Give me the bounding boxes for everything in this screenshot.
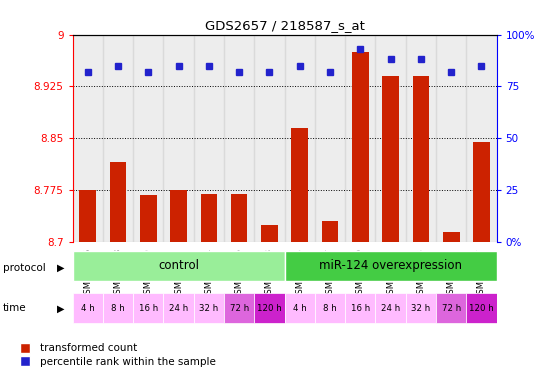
Bar [473, 142, 490, 242]
Text: protocol: protocol [3, 263, 46, 273]
Bar [79, 190, 96, 242]
Text: ▶: ▶ [56, 263, 64, 273]
Text: 72 h: 72 h [441, 304, 461, 313]
Bar [436, 35, 466, 242]
Legend: transformed count, percentile rank within the sample: transformed count, percentile rank withi… [11, 339, 220, 371]
FancyBboxPatch shape [345, 293, 376, 323]
Bar [200, 194, 217, 242]
FancyBboxPatch shape [376, 293, 406, 323]
Text: ▶: ▶ [56, 303, 64, 313]
Bar [376, 35, 406, 242]
Text: control: control [158, 260, 199, 272]
Text: 32 h: 32 h [411, 304, 431, 313]
Bar [412, 76, 429, 242]
FancyBboxPatch shape [315, 293, 345, 323]
Bar [133, 35, 163, 242]
FancyBboxPatch shape [194, 293, 224, 323]
Text: 32 h: 32 h [199, 304, 219, 313]
Bar [285, 35, 315, 242]
Bar [321, 221, 338, 242]
Text: 4 h: 4 h [293, 304, 306, 313]
Text: 120 h: 120 h [257, 304, 282, 313]
Bar [224, 35, 254, 242]
Bar [443, 232, 460, 242]
FancyBboxPatch shape [436, 293, 466, 323]
Bar [406, 35, 436, 242]
Bar [315, 35, 345, 242]
FancyBboxPatch shape [73, 293, 103, 323]
Text: 16 h: 16 h [138, 304, 158, 313]
Bar [466, 35, 497, 242]
Bar [231, 194, 247, 242]
Bar [254, 35, 285, 242]
Text: miR-124 overexpression: miR-124 overexpression [319, 260, 462, 272]
FancyBboxPatch shape [285, 251, 497, 281]
Bar [103, 35, 133, 242]
Bar [109, 162, 126, 242]
Text: 8 h: 8 h [323, 304, 337, 313]
Bar [163, 35, 194, 242]
Title: GDS2657 / 218587_s_at: GDS2657 / 218587_s_at [205, 19, 364, 32]
Text: 24 h: 24 h [169, 304, 188, 313]
Bar [194, 35, 224, 242]
Bar [140, 195, 157, 242]
FancyBboxPatch shape [163, 293, 194, 323]
Bar [345, 35, 376, 242]
Bar [291, 128, 308, 242]
FancyBboxPatch shape [285, 293, 315, 323]
FancyBboxPatch shape [103, 293, 133, 323]
FancyBboxPatch shape [254, 293, 285, 323]
Text: 4 h: 4 h [81, 304, 94, 313]
Text: 8 h: 8 h [111, 304, 125, 313]
Text: time: time [3, 303, 26, 313]
Text: 72 h: 72 h [229, 304, 249, 313]
FancyBboxPatch shape [406, 293, 436, 323]
Bar [170, 190, 187, 242]
Bar [261, 225, 278, 242]
Text: 16 h: 16 h [350, 304, 370, 313]
FancyBboxPatch shape [224, 293, 254, 323]
Text: 120 h: 120 h [469, 304, 494, 313]
Bar [382, 76, 399, 242]
Text: 24 h: 24 h [381, 304, 400, 313]
FancyBboxPatch shape [73, 251, 285, 281]
Bar [352, 52, 369, 242]
FancyBboxPatch shape [466, 293, 497, 323]
Bar [73, 35, 103, 242]
FancyBboxPatch shape [133, 293, 163, 323]
